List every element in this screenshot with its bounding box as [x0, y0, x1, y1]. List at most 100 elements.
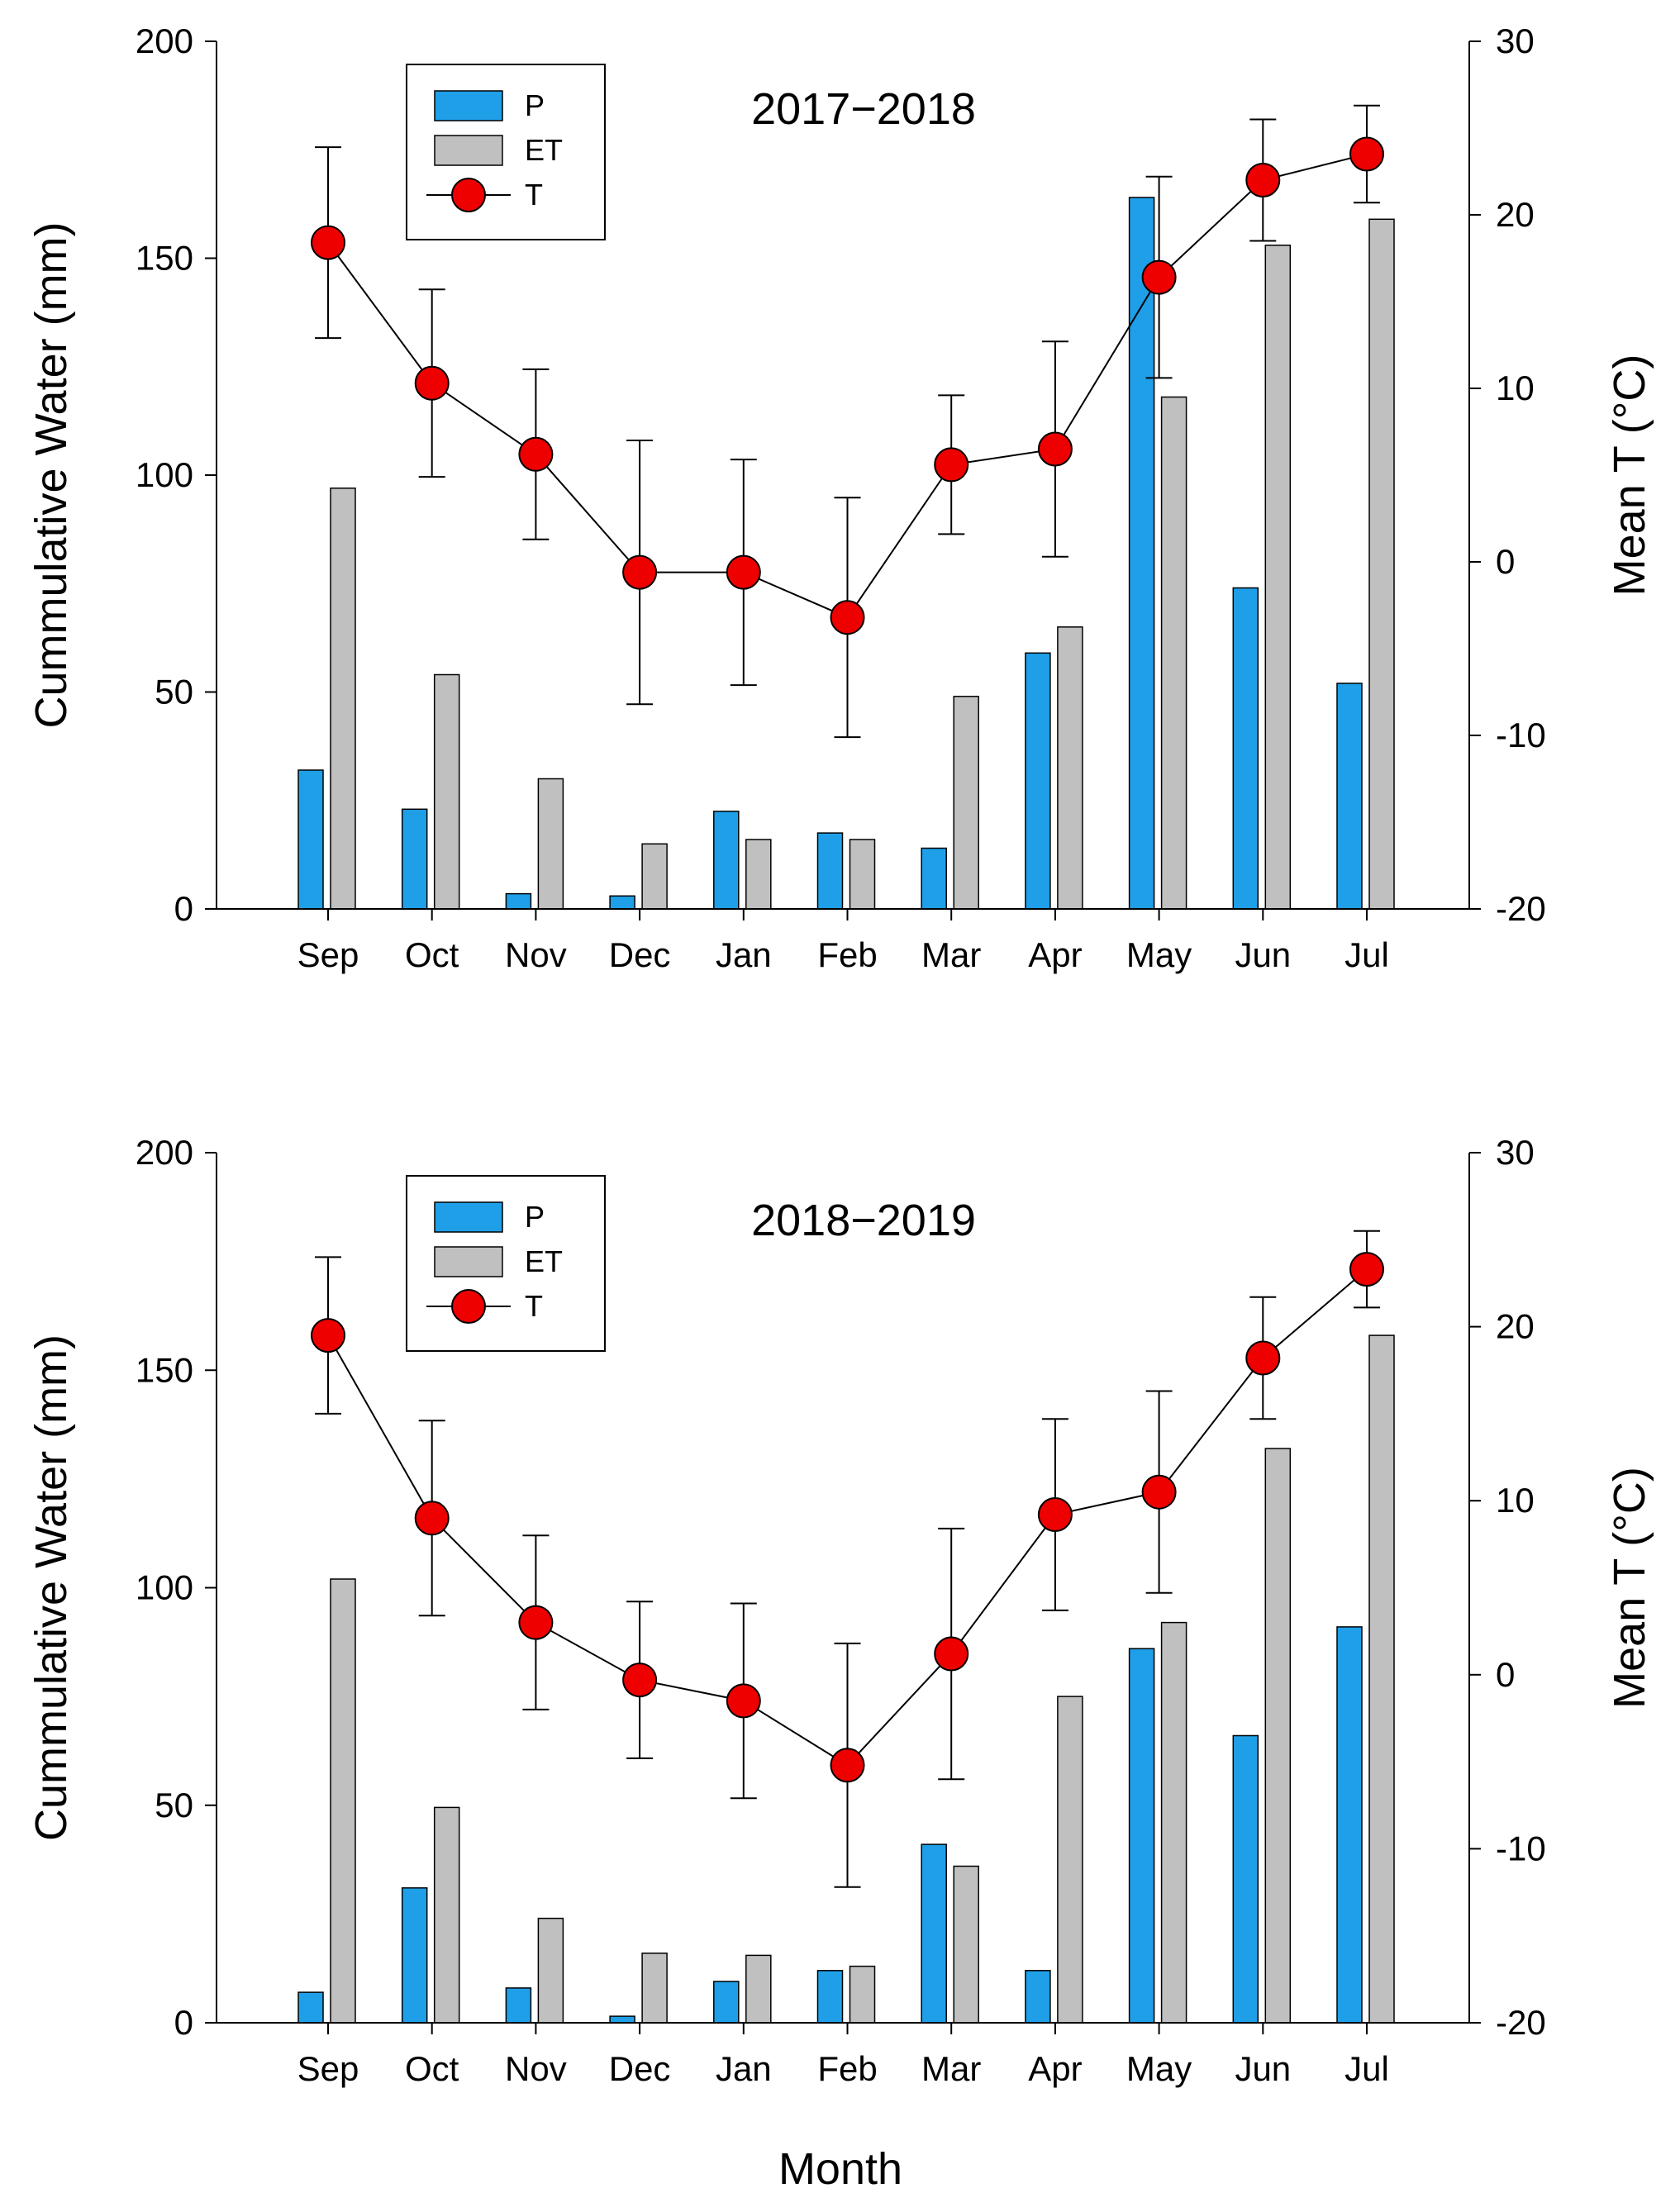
y-axis-title-left: Cummulative Water (mm): [26, 221, 76, 728]
bar-p-oct: [401, 808, 428, 910]
bar-p-sep: [297, 769, 324, 910]
bar-p-oct: [401, 1887, 428, 2024]
bar-et-oct: [433, 1806, 460, 2024]
y-tick-label-left: 50: [155, 673, 193, 711]
y-tick-label-right: 0: [1496, 1655, 1515, 1694]
bar-et-oct: [433, 673, 460, 910]
y-tick-label-right: 20: [1496, 195, 1535, 234]
legend-swatch-et: [434, 1246, 503, 1277]
panel-2017-2018: 0 50 100 150 200 -20 -10 0 10 20 30 Sep Oct Nov Dec Jan…: [26, 21, 1654, 974]
bar-p-sep: [297, 1991, 324, 2024]
x-tick-label-may: May: [1126, 935, 1192, 974]
x-tick-label-dec: Dec: [609, 2049, 671, 2088]
bar-et-jun: [1264, 1448, 1292, 2024]
y-tick-label-left: 50: [155, 1786, 193, 1824]
bar-et-mar: [953, 1865, 979, 2024]
panel-title: 2018−2019: [751, 1196, 976, 1245]
bar-p-apr: [1025, 1970, 1051, 2024]
y-tick-label-left: 0: [174, 889, 193, 928]
x-tick-label-jan: Jan: [716, 935, 772, 974]
legend-label-p: P: [525, 1200, 545, 1234]
point-t-apr: [1037, 431, 1073, 467]
legend-label-et: ET: [525, 1244, 563, 1278]
point-t-oct: [414, 1501, 450, 1536]
point-t-oct: [414, 365, 450, 401]
y-axis-title-right: Mean T (°C): [1605, 1467, 1654, 1709]
legend: P ET T: [406, 1175, 606, 1352]
y-tick-label-left: 100: [136, 1568, 193, 1607]
point-t-apr: [1037, 1497, 1073, 1532]
y-tick-label-right: -20: [1496, 889, 1546, 928]
y-tick-label-left: 100: [136, 455, 193, 494]
y-tick-label-left: 200: [136, 21, 193, 60]
x-tick-label-jun: Jun: [1235, 2049, 1291, 2088]
bar-et-jan: [745, 1954, 772, 2024]
y-tick-label-right: -10: [1496, 1829, 1546, 1867]
bar-p-jun: [1232, 587, 1259, 910]
y-axis-title-left: Cummulative Water (mm): [26, 1334, 76, 1841]
bar-et-may: [1160, 396, 1187, 910]
bar-et-feb: [849, 1965, 876, 2024]
point-t-nov: [518, 436, 554, 472]
x-tick-label-jul: Jul: [1344, 2049, 1389, 2088]
bar-et-nov: [537, 778, 564, 910]
y-tick-label-right: 30: [1496, 21, 1535, 60]
legend-swatch-p: [434, 1201, 503, 1233]
point-t-mar: [934, 1636, 969, 1672]
bar-p-jun: [1232, 1734, 1259, 2024]
y-tick-label-right: 30: [1496, 1133, 1535, 1172]
panel-2018-2019: 0 50 100 150 200 -20 -10 0 10 20 30 Sep Oct Nov Dec Jan…: [26, 1133, 1654, 2088]
point-t-feb: [830, 600, 865, 635]
bar-et-sep: [330, 488, 356, 910]
bar-p-apr: [1025, 652, 1051, 910]
bar-p-feb: [816, 1970, 844, 2024]
point-t-jan: [726, 1683, 761, 1719]
legend: P ET T: [406, 64, 606, 240]
bar-et-feb: [849, 839, 876, 910]
legend-swatch-p: [434, 90, 503, 121]
bar-et-mar: [953, 696, 979, 910]
legend-marker-t: [451, 178, 486, 212]
x-tick-label-feb: Feb: [817, 2049, 877, 2088]
bar-et-apr: [1057, 626, 1083, 910]
point-t-dec: [622, 554, 658, 590]
panel-title: 2017−2018: [751, 84, 976, 134]
y-axis-title-right: Mean T (°C): [1605, 354, 1654, 597]
x-tick-label-feb: Feb: [817, 935, 877, 974]
bar-et-jul: [1368, 218, 1395, 910]
shared-x-axis-title: Month: [778, 2144, 902, 2194]
bar-p-jan: [713, 1981, 740, 2024]
bar-p-dec: [609, 895, 635, 910]
x-tick-label-mar: Mar: [921, 2049, 981, 2088]
bar-p-jul: [1336, 683, 1363, 910]
y-tick-label-right: 0: [1496, 542, 1515, 581]
x-tick-label-apr: Apr: [1028, 2049, 1082, 2088]
point-t-jun: [1245, 163, 1281, 197]
bar-et-jun: [1264, 245, 1292, 910]
x-tick-label-nov: Nov: [505, 2049, 567, 2088]
bar-et-apr: [1057, 1696, 1083, 2024]
legend-label-p: P: [525, 88, 545, 122]
point-t-feb: [830, 1748, 865, 1783]
x-tick-label-nov: Nov: [505, 935, 567, 974]
bar-p-dec: [609, 2015, 635, 2024]
x-tick-label-dec: Dec: [609, 935, 671, 974]
bar-p-nov: [505, 1987, 532, 2024]
point-t-jul: [1349, 136, 1384, 172]
legend-swatch-et: [434, 135, 503, 166]
y-tick-label-left: 0: [174, 2003, 193, 2042]
x-tick-label-oct: Oct: [405, 935, 459, 974]
legend-label-et: ET: [525, 133, 563, 167]
point-t-may: [1141, 259, 1177, 295]
y-tick-label-right: 20: [1496, 1307, 1535, 1346]
y-tick-label-right: 10: [1496, 1481, 1535, 1520]
x-tick-label-apr: Apr: [1028, 935, 1082, 974]
point-t-jan: [726, 554, 761, 590]
bar-p-feb: [816, 832, 844, 910]
x-tick-label-sep: Sep: [297, 2049, 359, 2088]
point-t-sep: [311, 1318, 345, 1353]
bar-et-may: [1160, 1621, 1187, 2024]
point-t-nov: [518, 1605, 554, 1640]
legend-label-t: T: [525, 178, 543, 212]
x-tick-label-may: May: [1126, 2049, 1192, 2088]
